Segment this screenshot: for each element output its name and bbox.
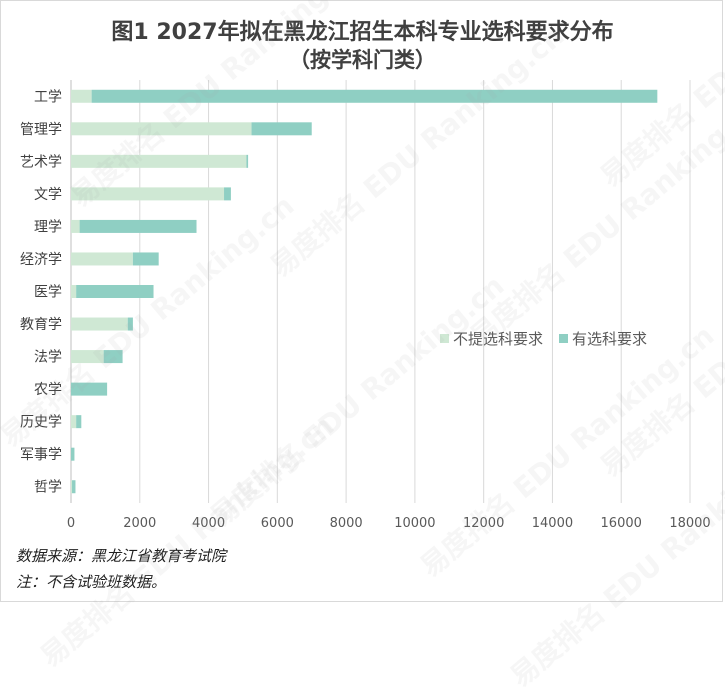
x-tick-label: 0 [67, 516, 75, 531]
category-label: 管理学 [20, 122, 62, 138]
x-tick-label: 2000 [123, 516, 156, 531]
category-label: 历史学 [20, 415, 62, 431]
legend-swatch-s0 [440, 334, 449, 343]
x-tick-label: 8000 [330, 516, 363, 531]
bar-segment [79, 219, 197, 233]
bar-segment [71, 122, 252, 136]
legend-label-s0: 不提选科要求 [453, 330, 544, 348]
bar-segment [224, 187, 231, 201]
category-label: 文学 [34, 187, 62, 203]
x-tick-label: 16000 [601, 516, 642, 531]
x-tick-label: 10000 [394, 516, 435, 531]
category-label: 哲学 [34, 480, 62, 496]
bar-segment [71, 154, 247, 168]
bar-segment [71, 317, 128, 331]
bar-segment [71, 219, 80, 233]
bar-segment [127, 317, 133, 331]
bar-segment [76, 285, 154, 298]
x-tick-label: 6000 [261, 516, 294, 531]
category-label: 农学 [34, 382, 62, 398]
chart-subtitle: （按学科门类） [289, 48, 436, 72]
legend-item-s0: 不提选科要求 [440, 328, 543, 349]
x-tick-label: 4000 [192, 516, 225, 531]
bar-segment [71, 480, 73, 494]
bar-segment [71, 382, 108, 396]
bar-segment [251, 122, 312, 136]
legend-item-s1: 有选科要求 [559, 328, 647, 349]
bar-segment [76, 415, 82, 429]
x-tick-label: 14000 [532, 516, 573, 531]
bar-segment [91, 89, 658, 103]
bar-segment [71, 350, 104, 364]
category-label: 法学 [34, 350, 62, 366]
category-label: 军事学 [20, 447, 62, 463]
chart-frame [0, 0, 723, 602]
bar-segment [71, 285, 77, 298]
x-tick-label: 12000 [463, 516, 504, 531]
bar-segment [103, 350, 123, 364]
category-label: 理学 [34, 219, 62, 235]
footnote: 注：不含试验班数据。 [16, 573, 167, 591]
data-source-note: 数据来源：黑龙江省教育考试院 [16, 547, 227, 565]
category-label: 医学 [34, 285, 62, 301]
legend: 不提选科要求 有选科要求 [440, 328, 647, 349]
bar-segment [72, 480, 76, 494]
x-tick-label: 18000 [669, 516, 710, 531]
legend-label-s1: 有选科要求 [572, 330, 648, 348]
bar-segment [71, 252, 133, 266]
bar-segment [71, 89, 92, 103]
category-label: 经济学 [20, 252, 62, 268]
category-label: 教育学 [20, 317, 62, 333]
chart-title: 图1 2027年拟在黑龙江招生本科专业选科要求分布 [111, 20, 614, 45]
bar-segment [71, 415, 77, 429]
bar-segment [132, 252, 159, 266]
category-label: 工学 [34, 89, 62, 105]
bar-chart: 0 2000 4000 6000 8000 10000 12000 14000 16000 180… [20, 80, 711, 531]
bar-segment [71, 447, 75, 461]
bar-segment [71, 187, 225, 201]
legend-swatch-s1 [559, 334, 569, 343]
category-label: 艺术学 [20, 154, 62, 170]
bar-segment [246, 154, 249, 168]
